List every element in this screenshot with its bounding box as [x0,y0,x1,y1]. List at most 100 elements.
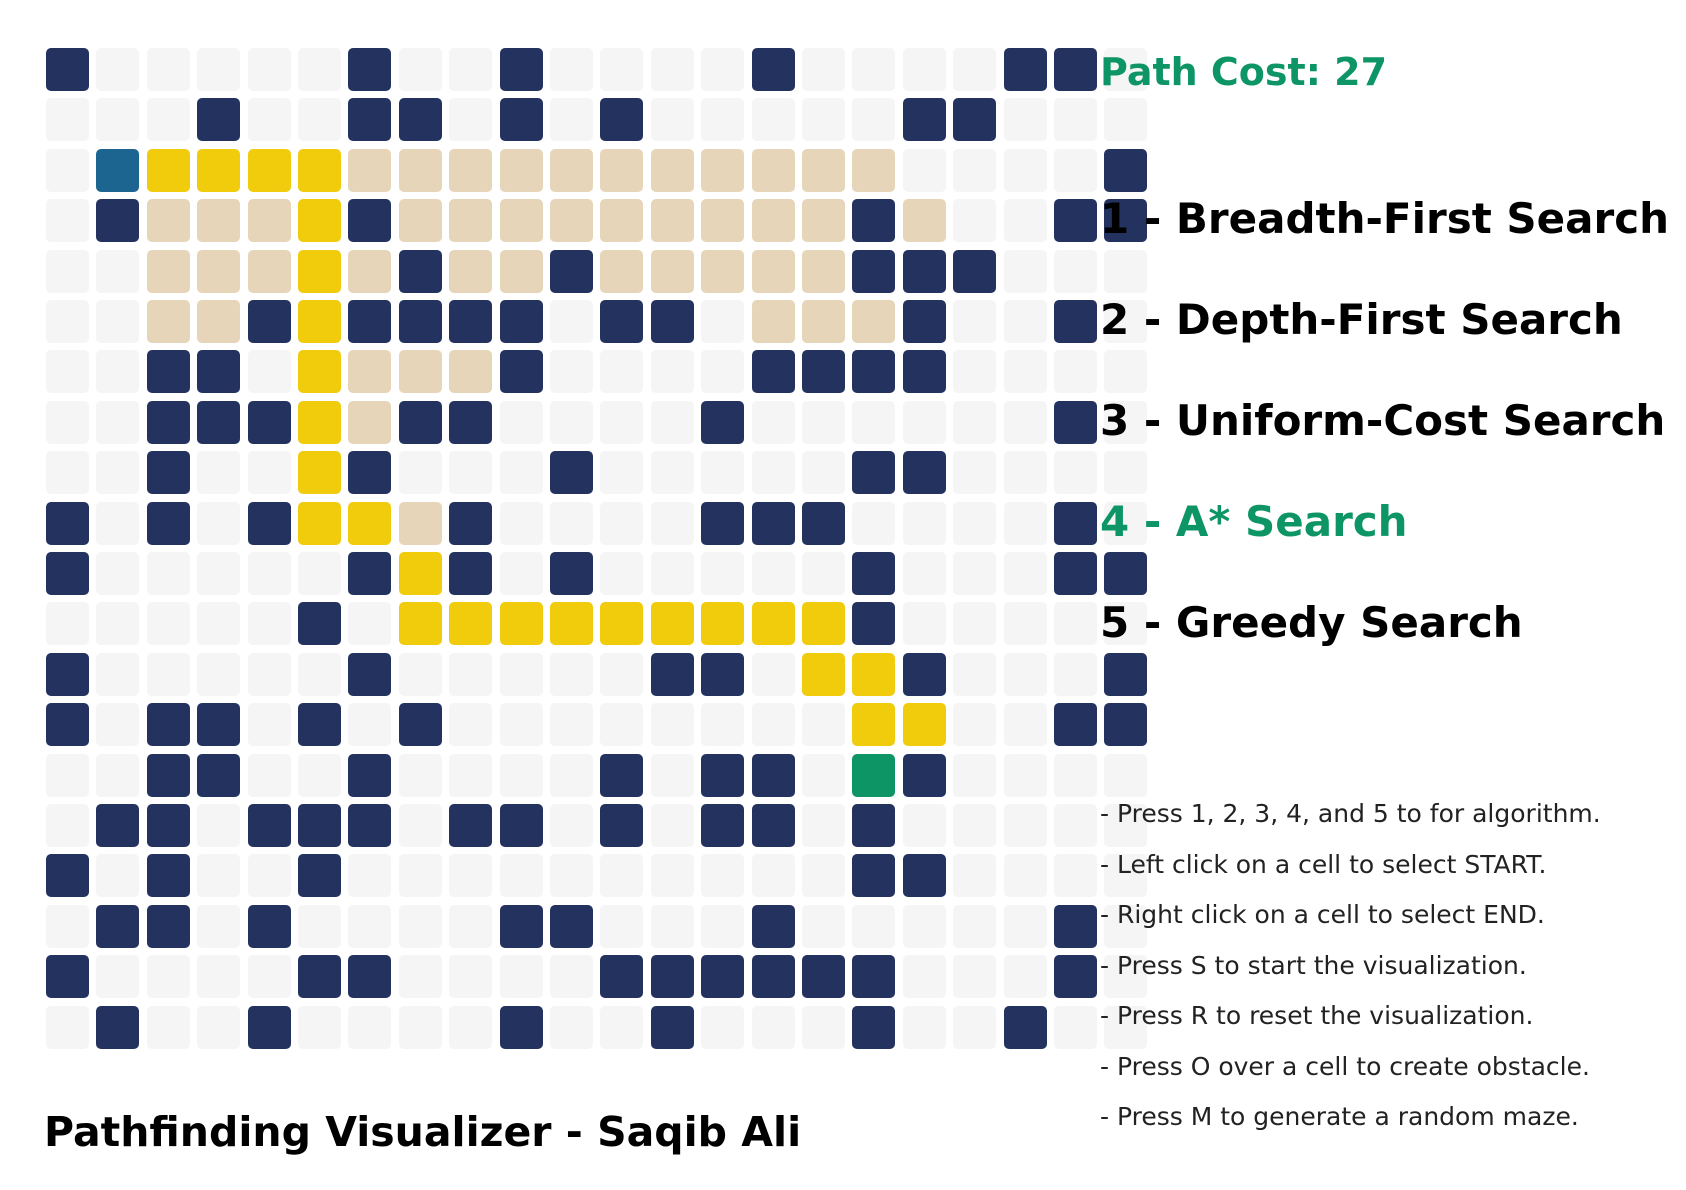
grid-cell-empty[interactable] [1003,249,1047,293]
grid-cell-wall[interactable] [852,854,896,898]
grid-cell-visited[interactable] [398,501,442,545]
grid-cell-wall[interactable] [146,904,190,948]
grid-cell-empty[interactable] [1003,955,1047,999]
grid-cell-empty[interactable] [751,1005,795,1049]
grid-cell-empty[interactable] [449,48,493,91]
grid-cell-empty[interactable] [197,804,241,847]
grid-cell-visited[interactable] [348,400,392,444]
grid-cell-wall[interactable] [247,904,291,948]
grid-cell-visited[interactable] [701,199,745,243]
grid-cell-empty[interactable] [701,451,745,495]
grid-cell-empty[interactable] [550,703,593,747]
grid-cell-visited[interactable] [852,300,896,343]
grid-cell-empty[interactable] [146,652,190,696]
grid-cell-empty[interactable] [550,300,593,343]
grid-cell-wall[interactable] [449,300,493,343]
grid-cell-empty[interactable] [499,854,543,898]
grid-cell-empty[interactable] [1104,98,1148,142]
grid-cell-wall[interactable] [146,451,190,495]
grid-cell-empty[interactable] [852,48,896,91]
grid-cell-empty[interactable] [247,753,291,797]
grid-cell-wall[interactable] [348,48,392,91]
grid-cell-empty[interactable] [298,98,341,142]
grid-cell-empty[interactable] [953,501,997,545]
grid-cell-visited[interactable] [247,249,291,293]
grid-cell-empty[interactable] [902,48,946,91]
grid-cell-wall[interactable] [449,400,493,444]
grid-cell-empty[interactable] [902,1005,946,1049]
grid-cell-wall[interactable] [802,350,845,394]
grid-cell-empty[interactable] [197,48,241,91]
grid-cell-path[interactable] [398,552,442,595]
grid-cell-empty[interactable] [802,904,845,948]
grid-cell-empty[interactable] [650,904,694,948]
grid-cell-path[interactable] [852,652,896,696]
grid-cell-wall[interactable] [146,804,190,847]
grid-cell-empty[interactable] [96,652,140,696]
grid-cell-empty[interactable] [751,854,795,898]
grid-cell-empty[interactable] [802,552,845,595]
grid-cell-wall[interactable] [550,552,593,595]
grid-cell-empty[interactable] [650,854,694,898]
grid-cell-wall[interactable] [146,703,190,747]
grid-cell-empty[interactable] [550,753,593,797]
grid-cell-empty[interactable] [1003,501,1047,545]
grid-cell-empty[interactable] [953,552,997,595]
grid-cell-empty[interactable] [298,552,341,595]
grid-cell-empty[interactable] [902,955,946,999]
grid-cell-empty[interactable] [701,300,745,343]
grid-cell-wall[interactable] [348,955,392,999]
algorithm-option-greedy[interactable]: 5 - Greedy Search [1100,598,1523,647]
grid-cell-empty[interactable] [701,48,745,91]
grid-cell-empty[interactable] [953,199,997,243]
grid-cell-empty[interactable] [701,703,745,747]
grid-cell-empty[interactable] [348,703,392,747]
grid-cell-empty[interactable] [1003,350,1047,394]
grid-cell-wall[interactable] [1054,501,1097,545]
grid-cell-empty[interactable] [953,804,997,847]
grid-cell-wall[interactable] [298,703,341,747]
grid-cell-empty[interactable] [247,98,291,142]
grid-cell-path[interactable] [298,501,341,545]
grid-cell-empty[interactable] [650,804,694,847]
grid-cell-wall[interactable] [751,804,795,847]
grid-cell-path[interactable] [802,652,845,696]
grid-cell-empty[interactable] [751,552,795,595]
grid-cell-wall[interactable] [348,300,392,343]
grid-cell-empty[interactable] [197,955,241,999]
grid-cell-wall[interactable] [902,350,946,394]
grid-cell-empty[interactable] [298,904,341,948]
grid-cell-wall[interactable] [348,652,392,696]
grid-cell-empty[interactable] [247,350,291,394]
grid-cell-wall[interactable] [1054,400,1097,444]
grid-cell-path[interactable] [298,350,341,394]
grid-cell-path[interactable] [298,148,341,192]
grid-cell-empty[interactable] [650,48,694,91]
grid-cell-wall[interactable] [146,350,190,394]
grid-cell-empty[interactable] [247,854,291,898]
grid-cell-empty[interactable] [852,501,896,545]
grid-cell-empty[interactable] [650,400,694,444]
algorithm-option-astar[interactable]: 4 - A* Search [1100,497,1408,546]
grid-cell-empty[interactable] [398,48,442,91]
grid-cell-empty[interactable] [1054,350,1097,394]
grid-cell-visited[interactable] [449,350,493,394]
grid-cell-empty[interactable] [802,451,845,495]
grid-cell-visited[interactable] [550,199,593,243]
grid-cell-empty[interactable] [953,451,997,495]
grid-cell-empty[interactable] [1003,753,1047,797]
grid-cell-empty[interactable] [701,350,745,394]
grid-cell-empty[interactable] [1054,249,1097,293]
grid-cell-empty[interactable] [247,451,291,495]
grid-cell-empty[interactable] [197,501,241,545]
grid-cell-visited[interactable] [550,148,593,192]
grid-cell-empty[interactable] [852,400,896,444]
grid-cell-empty[interactable] [1104,1005,1148,1049]
grid-cell-empty[interactable] [499,955,543,999]
grid-cell-empty[interactable] [46,804,89,847]
grid-cell-empty[interactable] [1104,501,1148,545]
grid-cell-wall[interactable] [46,501,89,545]
grid-cell-wall[interactable] [298,854,341,898]
grid-cell-wall[interactable] [96,1005,140,1049]
grid-cell-wall[interactable] [96,804,140,847]
